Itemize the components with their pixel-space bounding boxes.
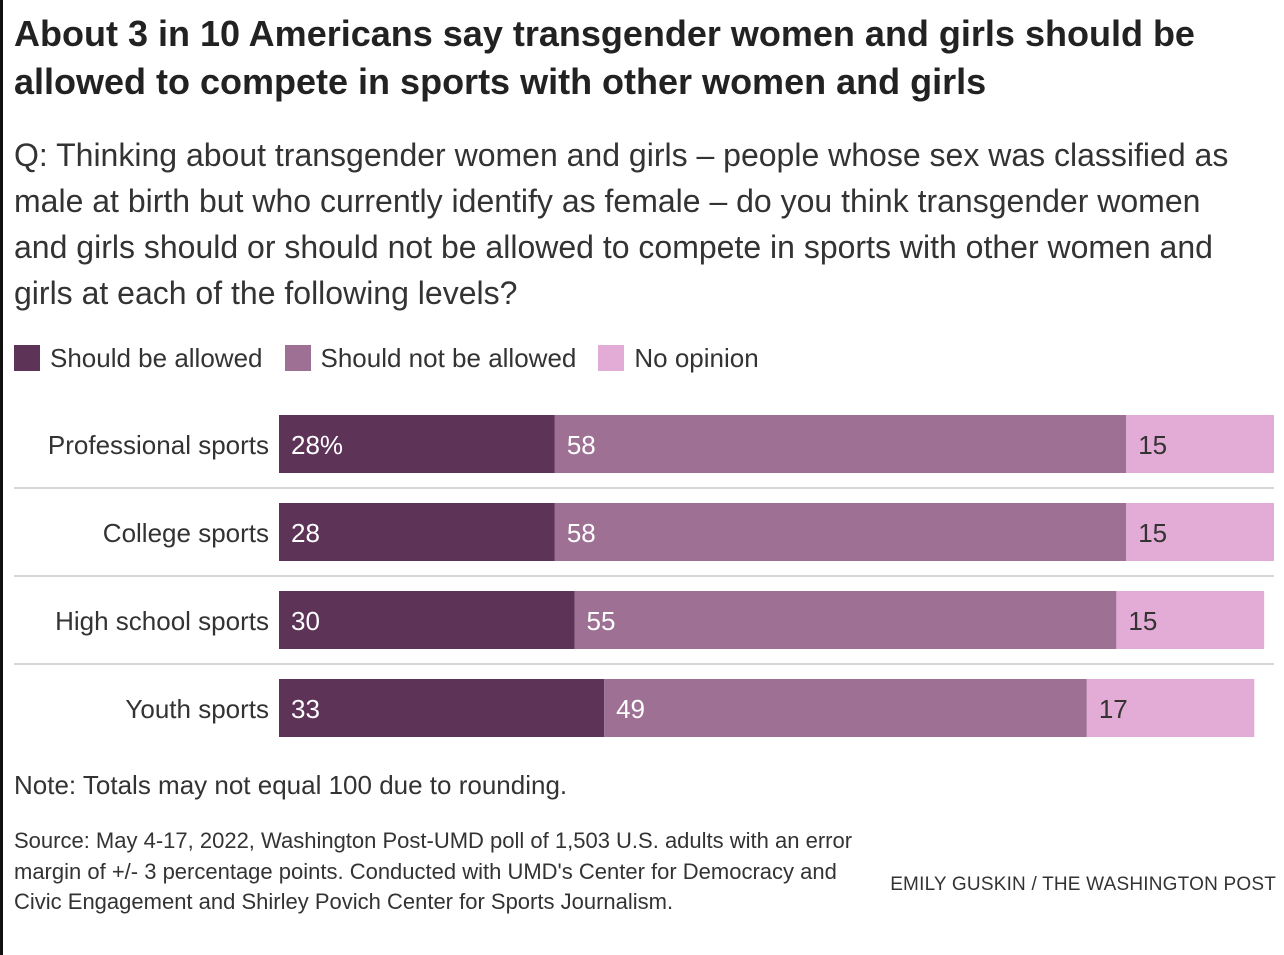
bar-professional-sports-should-be-allowed: [279, 415, 555, 473]
value-label-professional-sports-should-be-allowed: 28%: [291, 430, 343, 460]
chart-credit: EMILY GUSKIN / THE WASHINGTON POST: [890, 874, 1276, 895]
bar-professional-sports-no-opinion: [1126, 415, 1274, 473]
legend: Should be allowed Should not be allowed …: [14, 340, 781, 376]
chart-source: Source: May 4-17, 2022, Washington Post-…: [14, 828, 853, 914]
bar-youth-sports-should-be-allowed: [279, 679, 605, 737]
value-label-professional-sports-no-opinion: 15: [1138, 430, 1167, 460]
value-label-high-school-sports-no-opinion: 15: [1128, 606, 1157, 636]
legend-label-allowed: Should be allowed: [50, 342, 263, 373]
legend-label-not-allowed: Should not be allowed: [320, 342, 577, 373]
stacked-bar-chart: Professional sports 28% 58 15 College sports…: [14, 415, 1274, 737]
bar-high-school-sports-no-opinion: [1116, 591, 1265, 649]
value-label-college-sports-no-opinion: 15: [1138, 518, 1167, 548]
legend-swatch-allowed: [14, 345, 40, 371]
value-label-high-school-sports-should-be-allowed: 30: [291, 606, 320, 636]
legend-label-no-opinion: No opinion: [634, 342, 759, 373]
value-label-college-sports-should-be-allowed: 28: [291, 518, 320, 548]
legend-swatch-no-opinion: [598, 345, 625, 371]
value-label-youth-sports-should-be-allowed: 33: [291, 694, 320, 724]
category-label-youth-sports: Youth sports: [125, 694, 269, 724]
bar-college-sports-no-opinion: [1126, 503, 1274, 561]
category-label-professional-sports: Professional sports: [48, 430, 269, 460]
bar-youth-sports-no-opinion: [1086, 679, 1255, 737]
bar-high-school-sports-should-not-be-allowed: [574, 591, 1117, 649]
bar-college-sports-should-not-be-allowed: [554, 503, 1127, 561]
value-label-high-school-sports-should-not-be-allowed: 55: [587, 606, 616, 636]
legend-item-no-opinion: No opinion: [598, 342, 759, 374]
bar-professional-sports-should-not-be-allowed: [554, 415, 1127, 473]
legend-swatch-not-allowed: [284, 345, 311, 371]
chart-title: About 3 in 10 Americans say transgender …: [14, 13, 1195, 102]
value-label-youth-sports-should-not-be-allowed: 49: [616, 694, 645, 724]
bar-college-sports-should-be-allowed: [279, 503, 555, 561]
bar-high-school-sports-should-be-allowed: [279, 591, 575, 649]
chart-note: Note: Totals may not equal 100 due to ro…: [14, 770, 568, 800]
chart-subtitle: Q: Thinking about transgender women and …: [14, 137, 1229, 311]
value-label-professional-sports-should-not-be-allowed: 58: [567, 430, 596, 460]
bar-youth-sports-should-not-be-allowed: [604, 679, 1087, 737]
legend-item-not-allowed: Should not be allowed: [284, 342, 577, 374]
value-label-college-sports-should-not-be-allowed: 58: [567, 518, 596, 548]
left-border-rule: [0, 0, 3, 955]
legend-item-allowed: Should be allowed: [14, 343, 263, 374]
value-label-youth-sports-no-opinion: 17: [1099, 694, 1128, 724]
category-label-college-sports: College sports: [103, 518, 269, 548]
category-label-high-school-sports: High school sports: [55, 606, 269, 636]
